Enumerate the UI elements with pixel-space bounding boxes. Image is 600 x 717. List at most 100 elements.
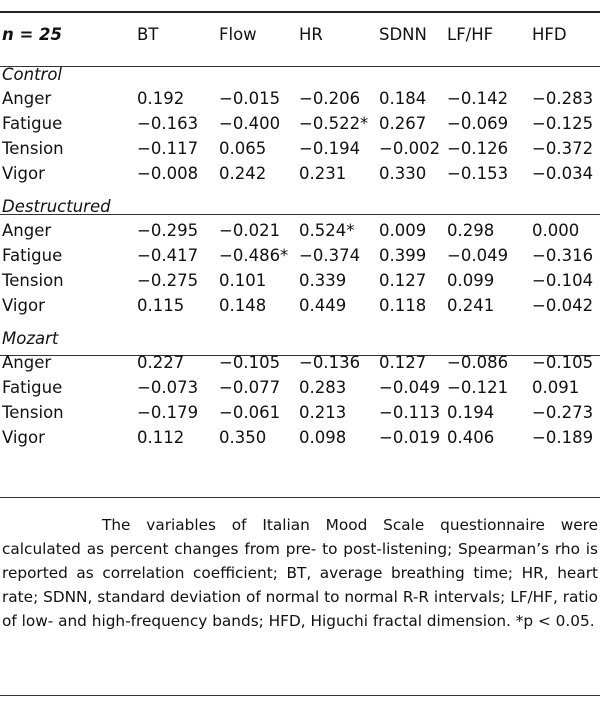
column-header: Flow: [219, 24, 257, 44]
row-label: Tension: [2, 271, 64, 290]
table-row: Tension −0.179 −0.061 0.213 −0.113 0.194…: [0, 400, 600, 425]
row-label: Tension: [2, 139, 64, 158]
column-header: HFD: [532, 24, 567, 44]
table-cell: −0.142: [447, 89, 509, 108]
table-cell: 0.184: [379, 89, 427, 108]
table-cell: −0.019: [379, 428, 441, 447]
table-cell: −0.069: [447, 114, 509, 133]
table-cell: −0.126: [447, 139, 509, 158]
table-cell: 0.231: [299, 164, 347, 183]
row-label: Tension: [2, 403, 64, 422]
table-cell: −0.061: [219, 403, 281, 422]
group-name: Destructured: [2, 197, 111, 216]
table-cell: 0.339: [299, 271, 347, 290]
table-cell: −0.194: [299, 139, 361, 158]
table-cell: −0.104: [532, 271, 594, 290]
table-cell: 0.148: [219, 296, 267, 315]
table-cell: 0.406: [447, 428, 495, 447]
table-cell: 0.241: [447, 296, 495, 315]
table-cell: 0.127: [379, 271, 427, 290]
table-cell: 0.213: [299, 403, 347, 422]
table-cell: 0.267: [379, 114, 427, 133]
table-cell: 0.112: [137, 428, 185, 447]
table-cell: −0.049: [379, 378, 441, 397]
table-cell: −0.125: [532, 114, 594, 133]
table-cell: −0.121: [447, 378, 509, 397]
table-cell: −0.316: [532, 246, 594, 265]
table-cell: −0.400: [219, 114, 281, 133]
column-header: HR: [299, 24, 323, 44]
table-cell: 0.194: [447, 403, 495, 422]
table-cell: −0.049: [447, 246, 509, 265]
correlation-table: n = 25 BT Flow HR SDNN LF/HF HFD Control…: [0, 12, 600, 450]
table-cell: 0.009: [379, 221, 427, 240]
table-cell: 0.524*: [299, 221, 355, 240]
table-cell: 0.118: [379, 296, 427, 315]
table-cell: −0.163: [137, 114, 199, 133]
table-row: Anger 0.227 −0.105 −0.136 0.127 −0.086 −…: [0, 350, 600, 375]
table-cell: −0.189: [532, 428, 594, 447]
table-cell: −0.117: [137, 139, 199, 158]
table-cell: −0.077: [219, 378, 281, 397]
table-cell: 0.242: [219, 164, 267, 183]
table-cell: −0.042: [532, 296, 594, 315]
row-label: Vigor: [2, 164, 45, 183]
table-cell: −0.179: [137, 403, 199, 422]
table-cell: −0.153: [447, 164, 509, 183]
table-row: Anger 0.192 −0.015 −0.206 0.184 −0.142 −…: [0, 86, 600, 111]
table-footnote: The variables of Italian Mood Scale ques…: [2, 516, 598, 630]
group-divider-2: [0, 355, 600, 356]
table-row: Vigor 0.112 0.350 0.098 −0.019 0.406 −0.…: [0, 425, 600, 450]
table-cell: −0.275: [137, 271, 199, 290]
table-cell: −0.295: [137, 221, 199, 240]
table-row: Tension −0.275 0.101 0.339 0.127 0.099 −…: [0, 268, 600, 293]
row-label: Fatigue: [2, 246, 63, 265]
table-cell: 0.115: [137, 296, 185, 315]
table-cell: −0.086: [447, 353, 509, 372]
top-rule: [0, 11, 600, 13]
group-name: Mozart: [2, 329, 59, 348]
table-cell: 0.065: [219, 139, 267, 158]
group-divider-1: [0, 214, 600, 215]
table-cell: 0.192: [137, 89, 185, 108]
table-row: Fatigue −0.073 −0.077 0.283 −0.049 −0.12…: [0, 375, 600, 400]
table-cell: −0.002: [379, 139, 441, 158]
row-label: Vigor: [2, 428, 45, 447]
table-cell: 0.127: [379, 353, 427, 372]
table-bottom-rule: [0, 497, 600, 498]
column-header: BT: [137, 24, 159, 44]
table-cell: 0.283: [299, 378, 347, 397]
row-label: Fatigue: [2, 378, 63, 397]
table-cell: 0.101: [219, 271, 267, 290]
table-cell: −0.522*: [299, 114, 369, 133]
table-cell: 0.227: [137, 353, 185, 372]
table-cell: −0.105: [532, 353, 594, 372]
row-label: Vigor: [2, 296, 45, 315]
table-cell: −0.372: [532, 139, 594, 158]
header-rule: [0, 66, 600, 67]
table-cell: −0.105: [219, 353, 281, 372]
table-cell: −0.206: [299, 89, 361, 108]
table-cell: 0.449: [299, 296, 347, 315]
table-cell: 0.350: [219, 428, 267, 447]
row-label: Anger: [2, 353, 52, 372]
table-cell: −0.486*: [219, 246, 289, 265]
row-label: Anger: [2, 221, 52, 240]
table-cell: −0.021: [219, 221, 281, 240]
table-cell: −0.136: [299, 353, 361, 372]
table-cell: 0.330: [379, 164, 427, 183]
table-cell: −0.034: [532, 164, 594, 183]
header-row: n = 25 BT Flow HR SDNN LF/HF HFD: [0, 12, 600, 56]
table-cell: −0.015: [219, 89, 281, 108]
table-row: Vigor −0.008 0.242 0.231 0.330 −0.153 −0…: [0, 161, 600, 186]
table-cell: −0.374: [299, 246, 361, 265]
column-header: SDNN: [379, 24, 427, 44]
row-label: Fatigue: [2, 114, 63, 133]
group-header-row: Destructured: [0, 186, 600, 218]
group-header-row: Control: [0, 56, 600, 86]
table-row: Fatigue −0.163 −0.400 −0.522* 0.267 −0.0…: [0, 111, 600, 136]
table-row: Tension −0.117 0.065 −0.194 −0.002 −0.12…: [0, 136, 600, 161]
sample-size-label: n = 25: [2, 24, 63, 44]
group-header-row: Mozart: [0, 318, 600, 350]
table-cell: −0.113: [379, 403, 441, 422]
